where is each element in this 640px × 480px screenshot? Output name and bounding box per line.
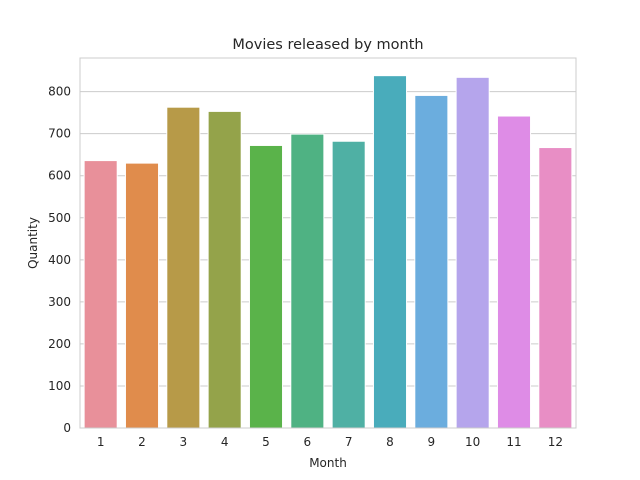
y-tick-label: 400: [48, 253, 71, 267]
bar-month-11: [496, 115, 532, 429]
x-tick-label: 7: [345, 435, 353, 449]
y-tick-label: 600: [48, 169, 71, 183]
bars-layer: [83, 75, 573, 429]
x-tick-label: 9: [428, 435, 436, 449]
grid-layer: [80, 91, 576, 429]
x-tick-labels: 1 2 3 4 5 6 7 8 9 10 11 12: [97, 435, 563, 449]
y-tick-label: 800: [48, 85, 71, 99]
bar-month-5: [248, 144, 284, 429]
bar-month-6: [290, 133, 325, 429]
bar-month-3: [166, 106, 201, 429]
x-tick-label: 5: [262, 435, 270, 449]
x-tick-label: 4: [221, 435, 229, 449]
y-tick-label: 200: [48, 337, 71, 351]
x-tick-label: 3: [180, 435, 188, 449]
x-tick-label: 8: [386, 435, 394, 449]
bar-month-1: [83, 160, 118, 429]
bar-month-2: [124, 162, 160, 429]
bar-month-4: [207, 110, 242, 429]
y-axis-title: Quantity: [26, 217, 40, 269]
x-tick-label: 6: [304, 435, 312, 449]
x-axis-title: Month: [309, 456, 347, 470]
y-tick-label: 700: [48, 127, 71, 141]
x-tick-label: 12: [548, 435, 563, 449]
x-tick-label: 10: [465, 435, 480, 449]
chart-title: Movies released by month: [232, 37, 423, 53]
bar-month-12: [538, 147, 573, 429]
plot-frame: [79, 57, 577, 429]
y-tick-labels: 0 100 200 300 400 500 600 700 800: [48, 85, 71, 435]
y-tick-label: 0: [63, 421, 71, 435]
y-tick-label: 500: [48, 211, 71, 225]
x-tick-label: 1: [97, 435, 105, 449]
y-tick-label: 300: [48, 295, 71, 309]
bar-month-9: [414, 94, 449, 429]
bar-month-7: [331, 140, 366, 429]
bar-month-8: [372, 75, 408, 429]
bar-month-10: [455, 76, 490, 429]
x-tick-label: 11: [506, 435, 521, 449]
x-tick-label: 2: [138, 435, 146, 449]
y-tick-label: 100: [48, 379, 71, 393]
